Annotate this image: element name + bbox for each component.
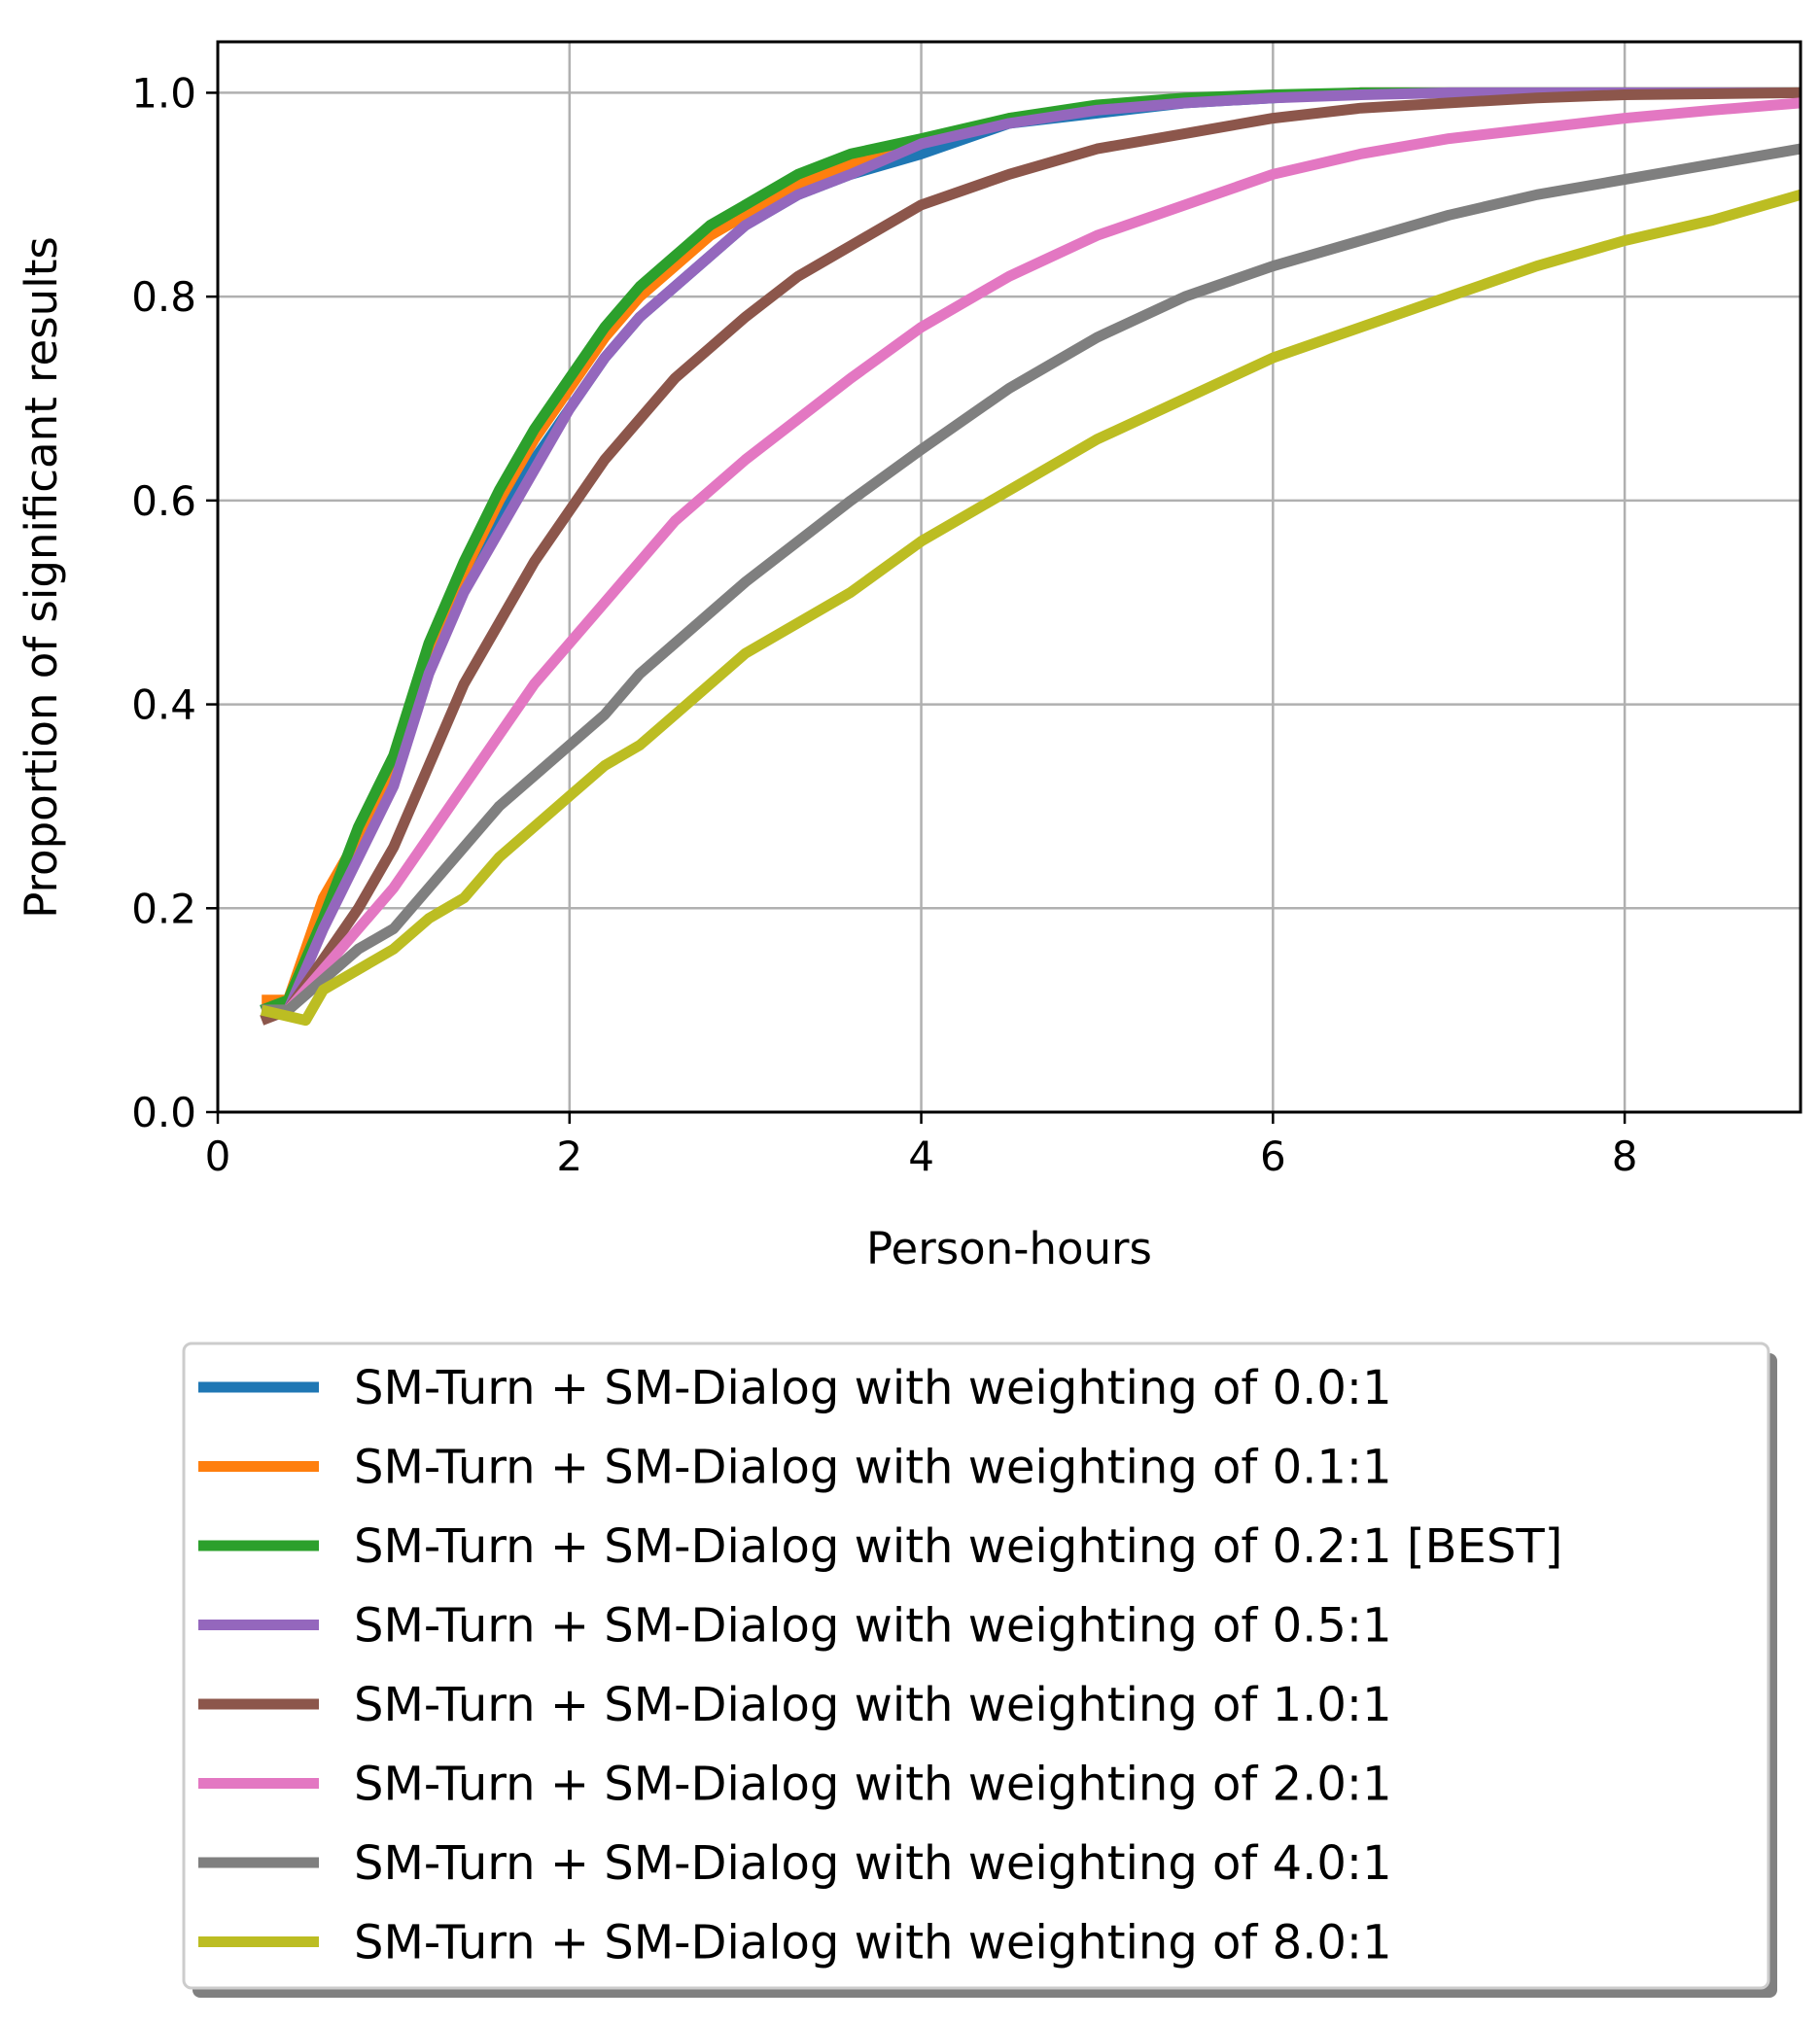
- y-tick-label: 0.0: [131, 1089, 196, 1136]
- y-tick-label: 1.0: [131, 69, 196, 117]
- legend-box: [182, 1342, 1770, 1990]
- legend: SM-Turn + SM-Dialog with weighting of 0.…: [182, 1342, 1777, 1998]
- series-line-5: [260, 87, 1802, 1026]
- series-lines: [260, 87, 1802, 1027]
- legend-label-6: SM-Turn + SM-Dialog with weighting of 2.…: [354, 1758, 1392, 1812]
- y-tick-label: 0.6: [131, 477, 196, 525]
- y-tick-label: 0.8: [131, 273, 196, 321]
- legend-label-1: SM-Turn + SM-Dialog with weighting of 0.…: [354, 1361, 1392, 1415]
- x-axis-title: Person-hours: [866, 1223, 1152, 1274]
- plot-frame: [216, 40, 1802, 1114]
- series-line-4: [262, 87, 1801, 1016]
- legend-label-8: SM-Turn + SM-Dialog with weighting of 8.…: [354, 1916, 1392, 1970]
- y-axis-title: Proportion of significant results: [16, 236, 67, 919]
- legend-label-4: SM-Turn + SM-Dialog with weighting of 0.…: [354, 1599, 1392, 1654]
- x-tick-label: 6: [1260, 1133, 1286, 1180]
- series-line-7: [262, 143, 1802, 1016]
- x-tick-label: 2: [556, 1133, 582, 1180]
- x-tick-label: 4: [908, 1133, 934, 1180]
- x-tick-label: 8: [1612, 1133, 1638, 1180]
- axis-ticks: 0 2 4 6 8 0.0 0.2 0.4 0.6 0.8 1.0: [131, 69, 1637, 1180]
- legend-label-3: SM-Turn + SM-Dialog with weighting of 0.…: [354, 1519, 1562, 1574]
- legend-label-7: SM-Turn + SM-Dialog with weighting of 4.…: [354, 1836, 1392, 1891]
- y-tick-label: 0.4: [131, 681, 196, 729]
- x-tick-label: 0: [205, 1133, 231, 1180]
- legend-label-5: SM-Turn + SM-Dialog with weighting of 1.…: [354, 1678, 1392, 1732]
- legend-items: SM-Turn + SM-Dialog with weighting of 0.…: [198, 1361, 1562, 1970]
- y-tick-label: 0.2: [131, 885, 196, 932]
- legend-label-2: SM-Turn + SM-Dialog with weighting of 0.…: [354, 1441, 1392, 1495]
- series-line-8: [260, 190, 1802, 1027]
- series-line-6: [262, 97, 1802, 1016]
